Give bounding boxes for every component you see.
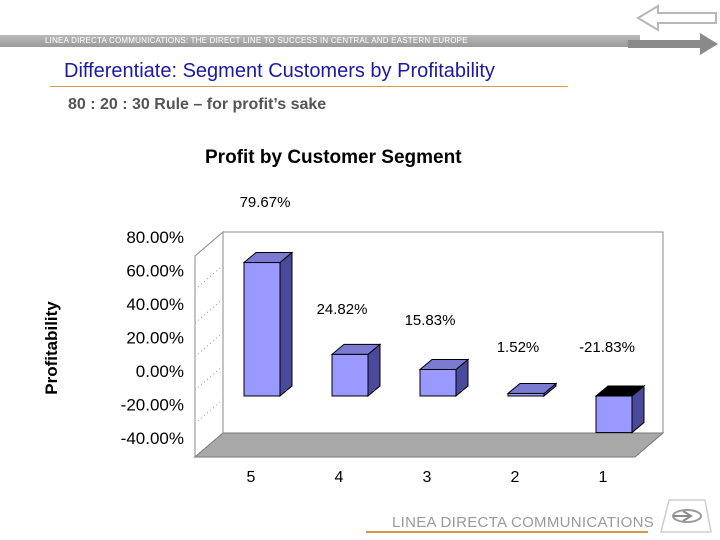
- bar: [243, 262, 281, 397]
- y-tick-label: 20.00%: [126, 329, 184, 348]
- double-arrow-logo-icon: [628, 4, 718, 55]
- footer-underline: [366, 531, 648, 533]
- chart-title: Profit by Customer Segment: [205, 147, 462, 168]
- bar: [595, 395, 633, 434]
- y-tick-label: 60.00%: [126, 262, 184, 281]
- data-label: 24.82%: [317, 301, 368, 318]
- data-label: 79.67%: [240, 194, 291, 211]
- x-tick-label: 2: [511, 469, 520, 486]
- chart-side-wall: [194, 230, 224, 459]
- y-tick-label: 40.00%: [126, 295, 184, 314]
- slide-subtitle: 80 : 20 : 30 Rule – for profit’s sake: [68, 96, 327, 113]
- header-banner-bar: [0, 35, 640, 47]
- footer-brand: LINEA DIRECTA COMMUNICATIONS: [392, 514, 655, 531]
- x-tick-label: 1: [599, 469, 608, 486]
- bar: [331, 353, 369, 397]
- y-tick-label: 0.00%: [136, 362, 184, 381]
- data-label: -21.83%: [579, 339, 635, 356]
- title-underline: [50, 86, 568, 87]
- bar: [419, 368, 457, 397]
- header-banner-text: LINEA DIRECTA COMMUNICATIONS: THE DIRECT…: [45, 36, 468, 45]
- y-tick-label: 80.00%: [126, 228, 184, 247]
- y-tick-label: -20.00%: [121, 396, 184, 415]
- bar: [507, 392, 545, 397]
- data-label: 15.83%: [405, 312, 456, 329]
- x-tick-label: 5: [247, 469, 256, 486]
- arrow-eye-logo-icon: [660, 499, 712, 533]
- x-tick-label: 4: [335, 469, 344, 486]
- slide-title: Differentiate: Segment Customers by Prof…: [64, 60, 495, 82]
- data-label: 1.52%: [497, 339, 540, 356]
- bar-side: [279, 251, 293, 398]
- chart-floor: [193, 432, 665, 458]
- x-tick-label: 3: [423, 469, 432, 486]
- y-tick-label: -40.00%: [121, 429, 184, 448]
